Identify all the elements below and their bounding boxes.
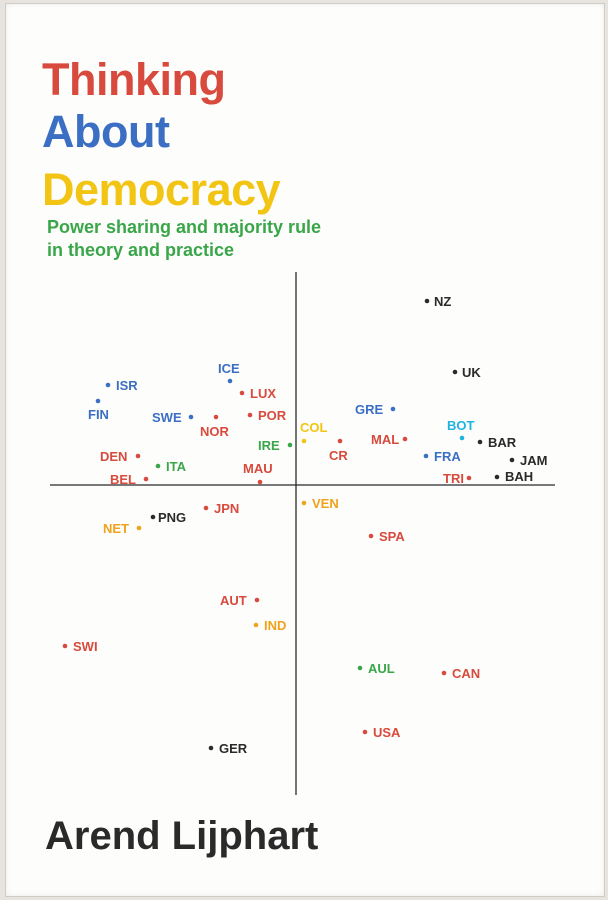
country-label-swe: SWE — [152, 410, 182, 425]
country-dot-ice — [227, 378, 233, 384]
subtitle-line-1: Power sharing and majority rule — [47, 217, 322, 237]
subtitle: Power sharing and majority rule in theor… — [47, 216, 321, 262]
country-label-ire: IRE — [258, 438, 280, 453]
country-dot-can — [441, 670, 447, 676]
country-label-bot: BOT — [447, 418, 475, 433]
country-label-bah: BAH — [505, 469, 533, 484]
country-dot-png — [150, 514, 156, 520]
country-dot-bot — [459, 435, 465, 441]
country-dot-den — [135, 453, 141, 459]
country-dot-gre — [390, 406, 396, 412]
country-label-cr: CR — [329, 448, 348, 463]
country-dot-aul — [357, 665, 363, 671]
country-dot-jam — [509, 457, 515, 463]
country-label-nor: NOR — [200, 424, 230, 439]
country-label-jam: JAM — [520, 453, 547, 468]
country-label-aul: AUL — [368, 661, 395, 676]
country-dot-bel — [143, 476, 149, 482]
subtitle-line-2: in theory and practice — [47, 240, 235, 260]
country-dot-fin — [95, 398, 101, 404]
country-label-jpn: JPN — [214, 501, 239, 516]
country-label-uk: UK — [462, 365, 481, 380]
country-dot-tri — [466, 475, 472, 481]
country-dot-net — [136, 525, 142, 531]
country-dot-usa — [362, 729, 368, 735]
country-label-ind: IND — [264, 618, 286, 633]
country-dot-isr — [105, 382, 111, 388]
title-line-thinking: Thinking — [42, 54, 226, 105]
country-label-spa: SPA — [379, 529, 405, 544]
country-dot-cr — [337, 438, 343, 444]
country-dot-swe — [188, 414, 194, 420]
country-dot-mal — [402, 436, 408, 442]
country-label-swi: SWI — [73, 639, 98, 654]
country-dot-ire — [287, 442, 293, 448]
country-dot-ven — [301, 500, 307, 506]
title-line-about: About — [42, 106, 170, 157]
country-label-aut: AUT — [220, 593, 247, 608]
country-label-net: NET — [103, 521, 129, 536]
country-dot-bar — [477, 439, 483, 445]
country-dot-nor — [213, 414, 219, 420]
country-label-png: PNG — [158, 510, 186, 525]
country-dot-mau — [257, 479, 263, 485]
country-label-bar: BAR — [488, 435, 517, 450]
country-label-ger: GER — [219, 741, 248, 756]
country-label-bel: BEL — [110, 472, 136, 487]
country-dot-ind — [253, 622, 259, 628]
country-label-fin: FIN — [88, 407, 109, 422]
country-label-nz: NZ — [434, 294, 451, 309]
country-label-isr: ISR — [116, 378, 138, 393]
country-dot-uk — [452, 369, 458, 375]
country-dot-nz — [424, 298, 430, 304]
country-label-mau: MAU — [243, 461, 273, 476]
country-dot-por — [247, 412, 253, 418]
country-label-usa: USA — [373, 725, 401, 740]
country-label-ice: ICE — [218, 361, 240, 376]
country-dot-fra — [423, 453, 429, 459]
country-label-den: DEN — [100, 449, 127, 464]
country-label-ven: VEN — [312, 496, 339, 511]
country-dot-lux — [239, 390, 245, 396]
country-label-fra: FRA — [434, 449, 461, 464]
country-dot-jpn — [203, 505, 209, 511]
country-dot-ger — [208, 745, 214, 751]
country-label-tri: TRI — [443, 471, 464, 486]
country-dot-col — [301, 438, 307, 444]
country-label-ita: ITA — [166, 459, 187, 474]
country-dot-ita — [155, 463, 161, 469]
book-cover — [5, 3, 605, 897]
country-dot-spa — [368, 533, 374, 539]
country-label-col: COL — [300, 420, 328, 435]
country-dot-bah — [494, 474, 500, 480]
title-line-democracy: Democracy — [42, 164, 281, 215]
country-label-can: CAN — [452, 666, 480, 681]
country-label-mal: MAL — [371, 432, 399, 447]
country-dot-aut — [254, 597, 260, 603]
country-dot-swi — [62, 643, 68, 649]
country-label-gre: GRE — [355, 402, 384, 417]
author-name: Arend Lijphart — [45, 814, 319, 858]
country-label-lux: LUX — [250, 386, 276, 401]
country-label-por: POR — [258, 408, 287, 423]
